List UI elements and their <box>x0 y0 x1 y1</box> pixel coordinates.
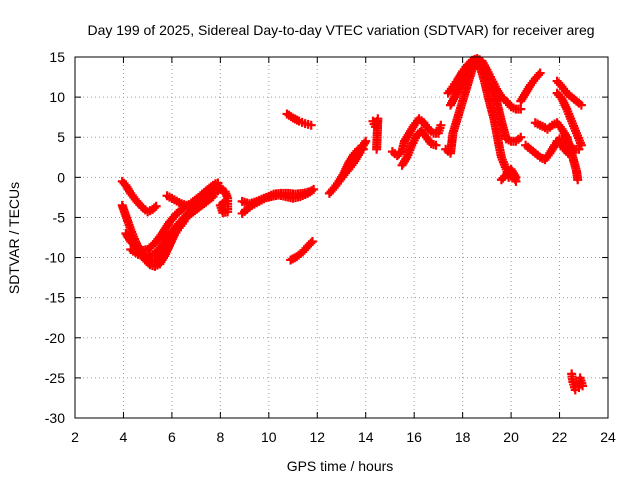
x-tick-label: 4 <box>120 429 128 445</box>
chart-title: Day 199 of 2025, Sidereal Day-to-day VTE… <box>87 22 594 38</box>
series-arc-27 <box>567 369 588 395</box>
x-tick-label: 20 <box>503 429 519 445</box>
x-tick-labels: 2 4 6 8 10 12 14 16 18 20 22 24 <box>71 429 616 445</box>
plot-frame <box>74 56 609 419</box>
data-point <box>535 68 545 78</box>
series-arc-09 <box>237 187 315 218</box>
axis-ticks <box>74 56 609 419</box>
data-point <box>372 144 382 154</box>
x-tick-label: 16 <box>406 429 422 445</box>
data-point <box>511 172 521 182</box>
x-tick-label: 22 <box>552 429 568 445</box>
data-point <box>306 120 316 130</box>
data-point <box>534 70 544 80</box>
series-arc-14 <box>368 114 383 154</box>
series-arc-15 <box>387 114 446 161</box>
data-point <box>431 140 441 150</box>
x-tick-label: 24 <box>600 429 616 445</box>
series-arc-11 <box>286 237 317 265</box>
data-point <box>306 238 316 248</box>
data-point <box>563 148 573 158</box>
x-tick-label: 2 <box>71 429 79 445</box>
y-tick-label: -30 <box>45 410 65 426</box>
x-tick-label: 6 <box>168 429 176 445</box>
series-arc-16 <box>397 126 441 170</box>
data-point <box>573 175 583 185</box>
y-tick-labels: 15 10 5 0 -5 -10 -15 -20 -25 -30 <box>45 49 65 426</box>
y-tick-label: -20 <box>45 330 65 346</box>
x-tick-label: 14 <box>358 429 374 445</box>
data-point <box>436 120 446 130</box>
series-arc-01 <box>117 176 161 217</box>
series-arc-24 <box>552 76 586 110</box>
data-point <box>516 104 526 114</box>
y-axis-label: SDTVAR / TECUs <box>6 182 22 294</box>
data-point <box>305 187 315 197</box>
data-point <box>358 144 368 154</box>
data-point <box>361 136 371 146</box>
data-point <box>149 203 159 213</box>
data-point <box>578 381 588 391</box>
series-arc-26 <box>552 136 573 158</box>
y-tick-label: 0 <box>57 169 65 185</box>
y-tick-label: -15 <box>45 290 65 306</box>
data-point <box>576 140 586 150</box>
series-arc-10 <box>282 109 316 130</box>
series-arc-20 <box>496 164 521 185</box>
data-point <box>516 132 526 142</box>
data-point <box>208 192 218 202</box>
data-point <box>151 201 161 211</box>
series-arc-21 <box>516 68 545 106</box>
series-arc-07 <box>211 179 233 218</box>
x-tick-label: 18 <box>455 429 471 445</box>
data-point <box>307 237 317 247</box>
x-tick-label: 8 <box>216 429 224 445</box>
y-tick-label: 15 <box>49 49 65 65</box>
x-tick-label: 12 <box>309 429 325 445</box>
x-axis-label: GPS time / hours <box>287 458 394 474</box>
y-tick-label: -10 <box>45 250 65 266</box>
data-point <box>576 100 586 110</box>
series-arc-25 <box>552 88 586 150</box>
data-points <box>117 54 588 395</box>
y-tick-label: 10 <box>49 89 65 105</box>
x-tick-label: 10 <box>261 429 277 445</box>
y-tick-label: -25 <box>45 370 65 386</box>
data-point <box>206 193 216 203</box>
series-arc-23 <box>530 118 583 185</box>
series-arc-13 <box>334 144 368 186</box>
y-tick-label: -5 <box>53 209 66 225</box>
y-tick-label: 5 <box>57 129 65 145</box>
data-point <box>220 196 230 206</box>
